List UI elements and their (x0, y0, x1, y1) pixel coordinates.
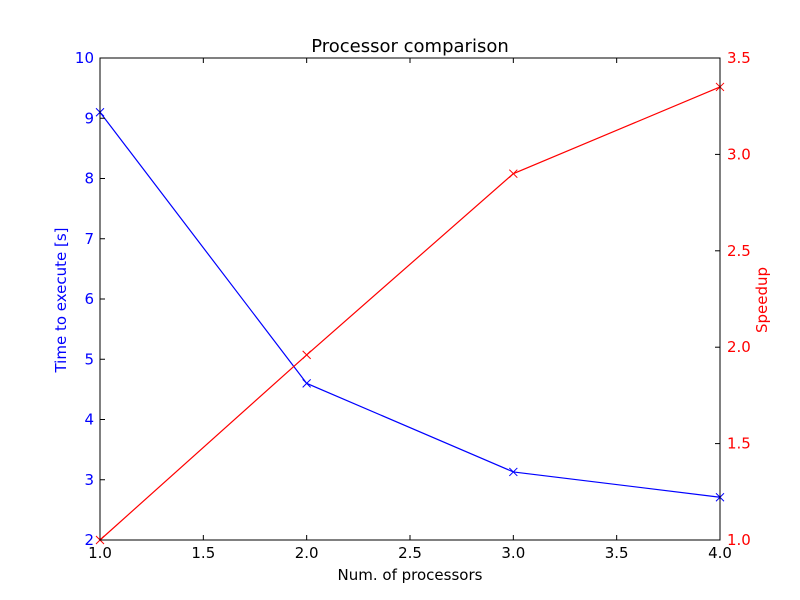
right-y-tick-label: 1.0 (727, 531, 751, 549)
left-y-tick-label: 4 (84, 411, 94, 429)
left-y-tick-label: 2 (84, 531, 94, 549)
chart-title: Processor comparison (311, 36, 509, 57)
x-tick-label: 1.0 (88, 544, 112, 562)
plot-area: 1.0 1.5 2.0 2.5 3.0 3.5 4.0 2 3 4 5 6 7 8 9 10 1.0 1.5 2.0… (75, 49, 751, 562)
x-tick-label: 1.5 (191, 544, 215, 562)
x-tick-label: 3.5 (605, 544, 629, 562)
left-axis-label: Time to execute [s] (52, 227, 70, 373)
left-y-tick-label: 10 (75, 49, 94, 67)
right-axis-label: Speedup (753, 267, 771, 333)
x-axis-label: Num. of processors (338, 566, 483, 584)
x-tick-label: 4.0 (708, 544, 732, 562)
right-y-tick-label: 3.0 (727, 145, 751, 163)
left-y-tick-label: 8 (84, 170, 94, 188)
right-y-tick-label: 2.5 (727, 242, 751, 260)
left-y-tick-label: 3 (84, 471, 94, 489)
series-right-marker (302, 350, 312, 360)
right-y-tick-label: 2.0 (727, 338, 751, 356)
left-y-tick-label: 9 (84, 109, 94, 127)
left-y-tick-label: 6 (84, 290, 94, 308)
series-left-marker (508, 467, 518, 477)
left-y-tick-label: 5 (84, 350, 94, 368)
right-y-tick-label: 3.5 (727, 49, 751, 67)
series-right-line (99, 86, 721, 541)
series-left-line (99, 111, 721, 498)
left-y-tick-label: 7 (84, 230, 94, 248)
x-tick-label: 3.0 (501, 544, 525, 562)
right-y-tick-label: 1.5 (727, 435, 751, 453)
series-left-marker (302, 378, 312, 388)
series-right-marker (508, 169, 518, 179)
x-tick-label: 2.0 (295, 544, 319, 562)
x-tick-label: 2.5 (398, 544, 422, 562)
